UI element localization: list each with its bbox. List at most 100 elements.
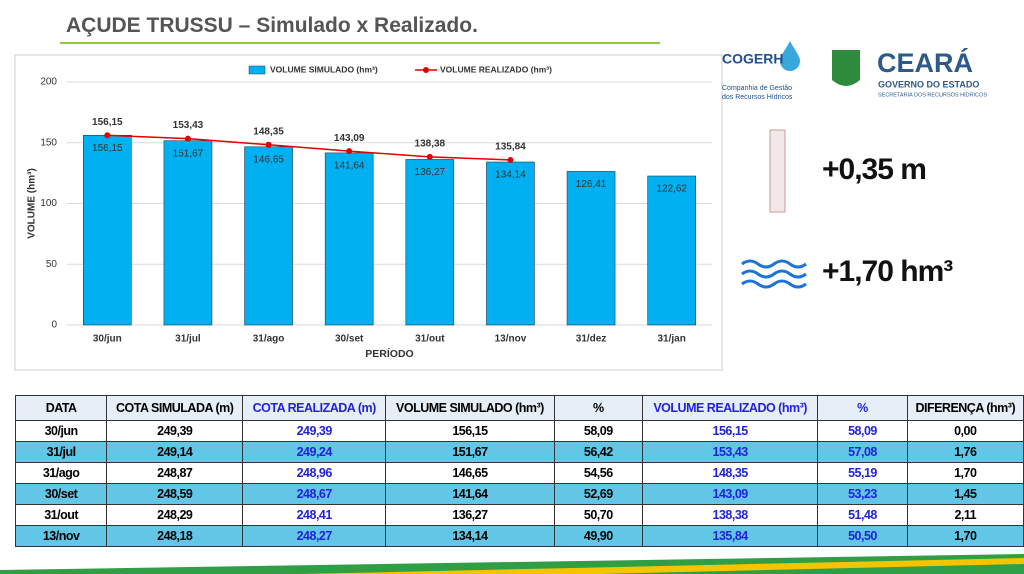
table-cell: 148,35 [641,462,819,484]
table-cell: 1,76 [906,441,1024,463]
data-table: DATA COTA SIMULADA (m) COTA REALIZADA (m) V… [14,395,1024,547]
bar [405,159,455,326]
table-row: 30/jun 249,39 249,39 156,15 58,09 156,15 58,09… [14,420,1024,442]
realized-point [426,153,433,160]
ceara-logo: CEARÁ [877,47,973,78]
table-cell: 1,70 [906,462,1024,484]
table-cell: 56,42 [553,441,643,463]
table-cell: 248,27 [242,525,387,547]
x-tick-label: 13/nov [495,334,527,345]
table-cell: 151,67 [385,441,555,463]
table-cell: 248,96 [242,462,387,484]
ruler-icon [769,129,786,213]
table-cell: DIFERENÇA (hm³) [906,395,1024,421]
y-tick-label: 200 [40,77,57,88]
table-row: 13/nov 248,18 248,27 134,14 49,90 135,84 50,50… [14,525,1024,547]
realized-point [346,148,353,155]
table-cell: 49,90 [553,525,643,547]
table-cell: 248,18 [106,525,244,547]
bar-value-label: 126,41 [576,179,607,190]
volume-indicator: +1,70 hm³ [822,255,953,288]
table-cell: 54,56 [553,462,643,484]
bar [324,152,374,326]
y-tick-label: 150 [40,137,57,148]
table-cell: 156,15 [385,420,555,442]
table-cell: 143,09 [641,483,819,505]
table-cell: COTA REALIZADA (m) [242,395,387,421]
table-cell: 51,48 [817,504,908,526]
table-cell: 248,87 [106,462,244,484]
table-cell: 30/jun [14,420,108,442]
logos-indicators: COGERH Companhia de Gestão dos Recursos … [722,41,987,289]
table-row: 31/ago 248,87 248,96 146,65 54,56 148,35 55,19… [14,462,1024,484]
legend-label: VOLUME SIMULADO (hm³) [270,64,378,74]
table-cell: 58,09 [817,420,908,442]
legend-label: VOLUME REALIZADO (hm³) [440,64,552,74]
bar [566,171,616,326]
table-cell: 249,14 [106,441,244,463]
x-tick-label: 31/ago [253,334,285,345]
line-value-label: 138,38 [415,139,446,150]
realized-point [507,156,514,163]
table-cell: 138,38 [641,504,819,526]
x-axis-label: PERÍODO [365,347,413,360]
x-tick-label: 30/jun [93,334,122,345]
realized-point [184,135,191,142]
bar [244,146,293,326]
y-tick-label: 0 [51,320,57,331]
table-cell: VOLUME SIMULADO (hm³) [385,395,555,421]
table-cell: 1,45 [906,483,1024,505]
bar-value-label: 134,14 [495,170,526,181]
coat-of-arms [832,50,860,86]
table-cell: 30/set [14,483,108,505]
table-cell: 248,67 [242,483,387,505]
table-cell: 249,39 [242,420,387,442]
table-cell: 55,19 [817,462,908,484]
table-cell: DATA [14,395,108,421]
drop-icon [780,41,800,71]
table-cell: 50,50 [817,525,908,547]
x-tick-label: 31/out [415,334,445,345]
table-cell: % [817,395,908,421]
bar-value-label: 151,67 [173,148,204,159]
table-cell: 249,24 [242,441,387,463]
title-underline [60,42,660,44]
table-cell: 248,41 [242,504,387,526]
ceara-text: SECRETARIA DOS RECURSOS HÍDRICOS [878,91,987,98]
bar-value-label: 136,27 [415,167,446,178]
x-tick-label: 31/dez [576,334,607,345]
table-cell: 58,09 [553,420,643,442]
legend-marker [423,67,429,73]
realized-line [107,134,511,161]
x-tick-label: 30/set [335,334,364,345]
table-cell: 31/out [14,504,108,526]
bar [163,140,213,326]
table-cell: VOLUME REALIZADO (hm³) [641,395,819,421]
table-cell: 0,00 [906,420,1024,442]
bar [647,175,696,326]
table-cell: 146,65 [385,462,555,484]
realized-point [104,132,111,139]
ceara-text: GOVERNO DO ESTADO [878,79,979,89]
line-value-label: 153,43 [173,120,204,131]
table-cell: 248,29 [106,504,244,526]
x-tick-label: 31/jan [658,334,686,345]
table-cell: COTA SIMULADA (m) [106,395,244,421]
line-value-label: 135,84 [495,142,526,153]
table-cell: 136,27 [385,504,555,526]
footer-stripes [0,554,1024,574]
chart: 0 50 100 150 200 VOLUME (hm³) PERÍODO 30/jun 31/… [14,54,723,371]
cogerh-logo: COGERH [722,51,783,67]
bar [486,161,535,326]
bar-value-label: 156,15 [92,143,123,154]
level-indicator: +0,35 m [822,153,927,186]
line-value-label: 143,09 [334,133,365,144]
cogerh-text: dos Recursos Hídricos [722,94,793,101]
water-icon [741,259,807,289]
table-cell: 249,39 [106,420,244,442]
bar-value-label: 122,62 [656,184,687,195]
table-cell: 156,15 [641,420,819,442]
table-cell: 50,70 [553,504,643,526]
table-cell: 135,84 [641,525,819,547]
